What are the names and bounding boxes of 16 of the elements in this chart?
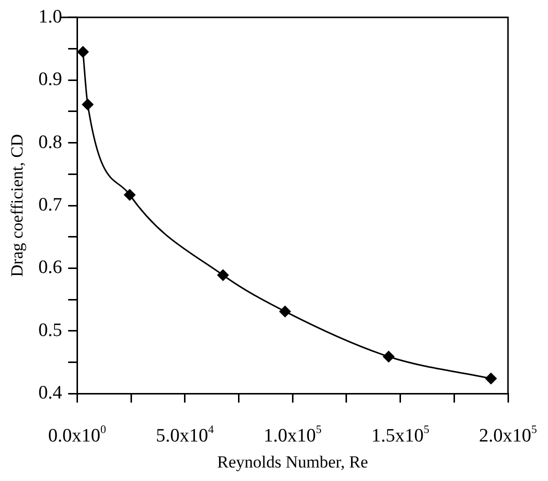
point	[279, 305, 292, 318]
point	[124, 188, 136, 201]
point	[216, 269, 229, 282]
point	[382, 350, 395, 363]
y-tick-label: 0.4	[38, 382, 63, 404]
y-tick-label: 0.8	[38, 132, 62, 153]
point	[484, 372, 497, 385]
point	[82, 98, 94, 111]
y-tick-label: 0.7	[38, 194, 62, 216]
y-axis-title: Drag coefficient, CD	[8, 134, 27, 277]
x-axis-title: Reynolds Number, Re	[217, 452, 368, 472]
point	[77, 46, 89, 58]
y-tick-label: 0.5	[38, 320, 62, 341]
y-tick-label: 0.6	[38, 257, 62, 278]
y-tick-label: 1.0	[38, 6, 62, 28]
y-tick-label: 0.9	[38, 69, 62, 90]
